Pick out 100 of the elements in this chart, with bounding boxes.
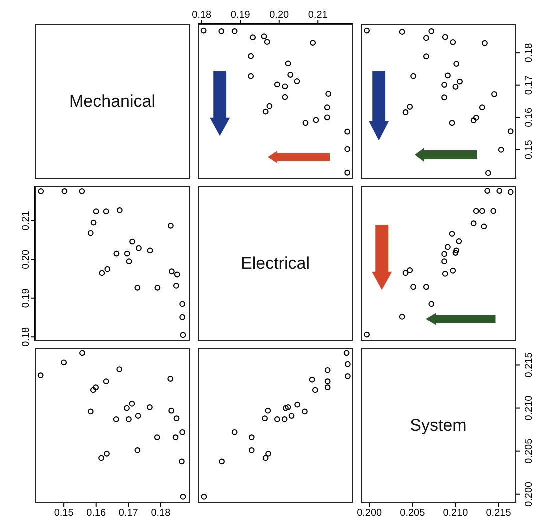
- point: [264, 39, 270, 46]
- y-tick-label: 0.19: [21, 288, 32, 308]
- point: [345, 373, 351, 380]
- point: [282, 416, 288, 422]
- y-tick-label: 0.215: [524, 352, 535, 378]
- y-tick-label: 0.210: [524, 395, 535, 421]
- point: [130, 238, 136, 245]
- point: [324, 104, 330, 111]
- point: [324, 378, 331, 385]
- point: [456, 238, 462, 244]
- point: [124, 250, 130, 257]
- point: [116, 207, 123, 214]
- point: [442, 251, 448, 258]
- point: [232, 429, 238, 436]
- point: [399, 29, 406, 36]
- point: [473, 208, 480, 214]
- point: [324, 384, 331, 391]
- x-tick-label: 0.200: [357, 508, 383, 520]
- point: [250, 34, 256, 41]
- point: [173, 283, 180, 289]
- point: [449, 120, 456, 126]
- point: [508, 189, 514, 196]
- point: [134, 284, 141, 291]
- point: [485, 170, 492, 176]
- y-tick-label: 0.15: [524, 140, 535, 160]
- point: [285, 60, 292, 67]
- point: [61, 360, 68, 366]
- point: [274, 416, 280, 422]
- point: [168, 222, 174, 229]
- point: [442, 34, 448, 40]
- point: [302, 120, 309, 126]
- point: [90, 220, 97, 226]
- x-tick-label: 0.19: [230, 10, 251, 21]
- point: [38, 372, 44, 379]
- point: [442, 258, 448, 265]
- y-tick-label: 0.21: [21, 210, 32, 231]
- point: [496, 188, 503, 194]
- point: [174, 272, 180, 278]
- point: [442, 94, 448, 101]
- point: [104, 266, 111, 272]
- text: System: [361, 348, 516, 503]
- point: [428, 28, 435, 34]
- x-tick-label: 0.205: [400, 508, 426, 520]
- point: [470, 118, 477, 124]
- point: [407, 268, 414, 274]
- point: [90, 387, 96, 394]
- point: [180, 494, 186, 500]
- point: [168, 408, 175, 414]
- point: [344, 146, 351, 152]
- point: [218, 28, 225, 34]
- point: [445, 244, 451, 250]
- point: [126, 258, 132, 265]
- point: [288, 413, 295, 419]
- y-tick-label: 0.20: [21, 249, 32, 270]
- point: [154, 284, 161, 291]
- point: [113, 416, 120, 422]
- x-tick-label: 0.17: [118, 508, 139, 520]
- point: [344, 128, 351, 135]
- point: [154, 434, 160, 441]
- point: [136, 245, 142, 252]
- point: [285, 404, 292, 410]
- point: [114, 250, 120, 257]
- point: [103, 378, 110, 385]
- point: [99, 270, 106, 276]
- point: [402, 270, 409, 276]
- point: [445, 72, 451, 79]
- point: [294, 78, 300, 84]
- point: [168, 268, 175, 275]
- point: [248, 434, 255, 441]
- point: [457, 78, 463, 85]
- point: [283, 405, 289, 412]
- point: [310, 40, 316, 46]
- x-tick-label: 0.210: [443, 508, 469, 520]
- point: [98, 455, 104, 462]
- point: [454, 61, 460, 67]
- x-tick-label: 0.215: [486, 508, 512, 520]
- point: [80, 350, 86, 356]
- point: [116, 366, 123, 372]
- point: [288, 72, 294, 78]
- point: [294, 402, 301, 408]
- y-tick-label: 0.18: [21, 326, 32, 347]
- point: [103, 208, 110, 215]
- point: [88, 230, 94, 236]
- point: [442, 82, 448, 88]
- point: [410, 73, 416, 80]
- point: [399, 314, 406, 320]
- point: [428, 301, 435, 308]
- point: [326, 91, 332, 98]
- point: [168, 376, 174, 382]
- point: [481, 224, 488, 230]
- point: [302, 408, 308, 415]
- point: [344, 350, 350, 356]
- point: [180, 332, 186, 338]
- point: [79, 188, 86, 194]
- point: [180, 314, 186, 320]
- point: [93, 208, 100, 215]
- point: [129, 401, 136, 407]
- x-tick-label: 0.16: [86, 508, 107, 520]
- point: [484, 188, 491, 194]
- point: [88, 408, 94, 415]
